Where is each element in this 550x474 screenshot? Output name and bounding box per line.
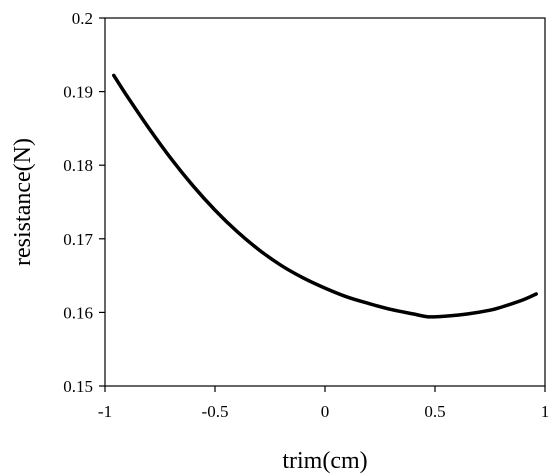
series-line <box>112 73 538 319</box>
x-tick-label: 0 <box>321 402 330 421</box>
y-tick-label: 0.2 <box>72 9 93 28</box>
y-tick-label: 0.18 <box>63 156 93 175</box>
x-tick-label: -0.5 <box>202 402 229 421</box>
x-tick-label: -1 <box>98 402 112 421</box>
y-tick-label: 0.16 <box>63 303 93 322</box>
x-tick-label: 0.5 <box>424 402 445 421</box>
y-axis-ticks: 0.15 0.16 0.17 0.18 0.19 0.2 <box>63 9 105 396</box>
x-tick-label: 1 <box>541 402 550 421</box>
plot-area <box>104 17 546 387</box>
y-tick-label: 0.17 <box>63 230 93 249</box>
y-tick-label: 0.15 <box>63 377 93 396</box>
y-tick-label: 0.19 <box>63 83 93 102</box>
x-axis-label: trim(cm) <box>282 448 367 474</box>
y-axis-label: resistance(N) <box>10 138 36 266</box>
x-axis-ticks: -1 -0.5 0 0.5 1 <box>98 386 549 421</box>
